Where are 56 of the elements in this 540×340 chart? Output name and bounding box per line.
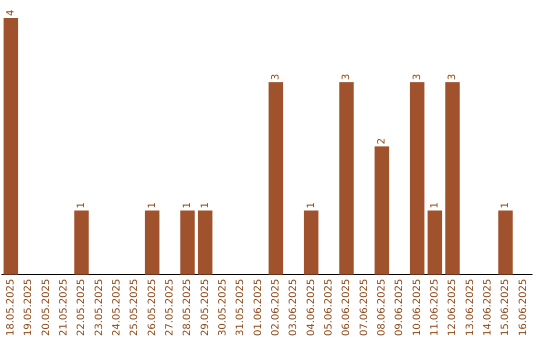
x-tick-label: 23.05.2025: [94, 278, 105, 336]
x-tick-label: 12.06.2025: [447, 278, 458, 336]
data-label: 3: [270, 74, 282, 80]
bar: [180, 210, 195, 275]
data-label: 4: [5, 10, 16, 16]
x-tick-label: 03.06.2025: [288, 278, 300, 336]
x-tick-label: 15.06.2025: [500, 278, 512, 336]
bar: [74, 210, 89, 275]
x-tick-label: 24.05.2025: [111, 278, 122, 336]
data-label: 1: [146, 202, 158, 209]
bar: [198, 210, 212, 275]
bar: [445, 82, 460, 275]
x-tick-label: 04.06.2025: [306, 278, 317, 336]
x-tick-label: 06.06.2025: [341, 278, 352, 336]
x-tick-label: 07.06.2025: [358, 278, 370, 336]
data-label: 1: [500, 202, 512, 209]
x-tick-label: 27.05.2025: [164, 278, 176, 336]
data-label: 1: [429, 202, 440, 209]
x-tick-label: 28.05.2025: [182, 278, 194, 336]
x-tick-label: 16.06.2025: [518, 278, 529, 336]
bar: [428, 210, 442, 275]
x-tick-label: 22.05.2025: [76, 278, 88, 336]
data-label: 3: [341, 74, 352, 80]
x-tick-label: 01.06.2025: [252, 278, 264, 336]
x-tick-label: 30.05.2025: [217, 278, 228, 336]
data-label: 1: [76, 202, 88, 209]
x-tick-label: 31.05.2025: [235, 278, 246, 336]
x-tick-label: 20.05.2025: [40, 278, 52, 336]
data-label: 3: [412, 74, 423, 80]
x-tick-label: 11.06.2025: [429, 278, 440, 336]
bar: [374, 146, 390, 275]
x-tick-label: 10.06.2025: [412, 278, 423, 336]
bar: [410, 82, 424, 275]
bar: [498, 210, 513, 275]
x-tick-label: 14.06.2025: [482, 278, 494, 336]
x-tick-label: 08.06.2025: [376, 278, 388, 336]
bar: [144, 210, 160, 275]
bar: [268, 82, 284, 275]
x-tick-label: 19.05.2025: [23, 278, 34, 336]
data-label: 1: [306, 202, 317, 209]
x-tick-label: 26.05.2025: [146, 278, 158, 336]
x-tick-label: 05.06.2025: [323, 278, 334, 336]
bar: [304, 210, 318, 275]
x-tick-label: 09.06.2025: [394, 278, 406, 336]
data-label: 3: [447, 74, 458, 80]
x-tick-label: 18.05.2025: [5, 278, 16, 336]
data-label: 1: [182, 202, 194, 209]
x-tick-label: 29.05.2025: [200, 278, 211, 336]
x-tick-label: 21.05.2025: [58, 278, 70, 336]
data-label: 2: [376, 138, 388, 144]
x-tick-label: 25.05.2025: [129, 278, 140, 336]
data-label: 1: [200, 202, 211, 209]
x-tick-label: 13.06.2025: [464, 278, 476, 336]
bar: [339, 82, 354, 275]
x-tick-label: 02.06.2025: [270, 278, 282, 336]
bar: [4, 18, 18, 275]
